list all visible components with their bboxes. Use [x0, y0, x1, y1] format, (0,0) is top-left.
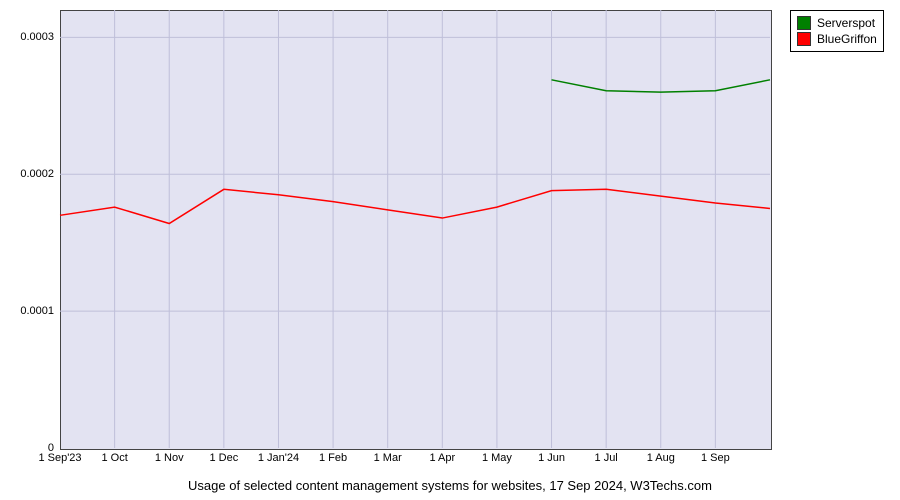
x-tick-label: 1 Apr: [429, 452, 455, 464]
grid-lines: [60, 10, 770, 448]
x-tick-label: 1 Jan'24: [258, 452, 299, 464]
x-tick-label: 1 Jul: [595, 452, 618, 464]
legend-swatch-icon: [797, 32, 811, 46]
y-tick-label: 0.0003: [0, 31, 54, 43]
y-tick-label: 0.0002: [0, 168, 54, 180]
legend-item: BlueGriffon: [797, 31, 877, 47]
x-tick-label: 1 Sep: [701, 452, 730, 464]
chart-caption: Usage of selected content management sys…: [0, 478, 900, 493]
chart-container: 00.00010.00020.0003 1 Sep'231 Oct1 Nov1 …: [0, 0, 900, 500]
legend-label: BlueGriffon: [817, 31, 877, 47]
x-tick-label: 1 Feb: [319, 452, 347, 464]
x-tick-label: 1 Oct: [101, 452, 127, 464]
x-tick-label: 1 Mar: [374, 452, 402, 464]
legend-item: Serverspot: [797, 15, 877, 31]
x-tick-label: 1 Aug: [647, 452, 675, 464]
chart-svg: [0, 0, 900, 500]
series-line: [60, 189, 770, 223]
y-tick-label: 0.0001: [0, 305, 54, 317]
x-tick-label: 1 Jun: [538, 452, 565, 464]
legend-label: Serverspot: [817, 15, 875, 31]
x-tick-label: 1 Sep'23: [38, 452, 81, 464]
legend: Serverspot BlueGriffon: [790, 10, 884, 52]
legend-swatch-icon: [797, 16, 811, 30]
x-tick-label: 1 May: [482, 452, 512, 464]
x-tick-label: 1 Nov: [155, 452, 184, 464]
data-series: [60, 80, 770, 224]
x-tick-label: 1 Dec: [209, 452, 238, 464]
